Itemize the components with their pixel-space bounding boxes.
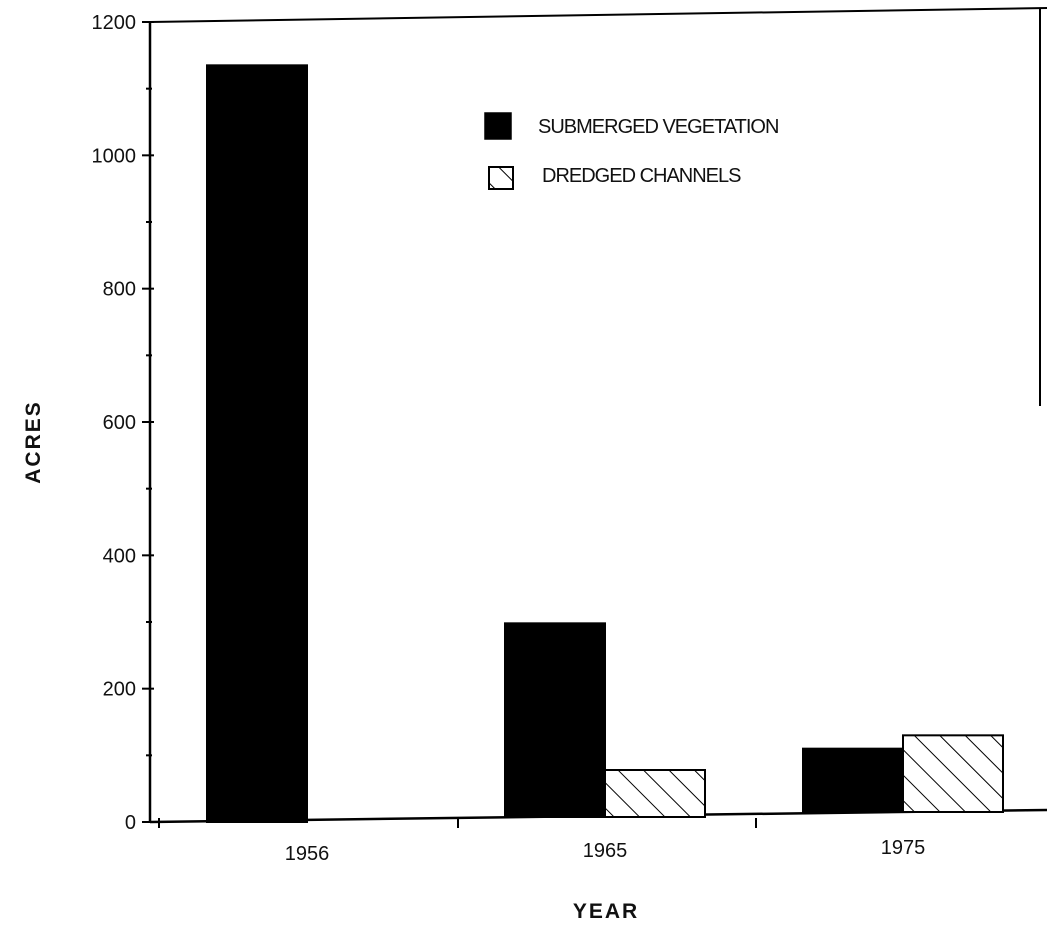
x-tick-label-1965: 1965 xyxy=(583,840,628,862)
y-tick-label-600: 600 xyxy=(103,412,136,434)
y-axis-title: ACRES xyxy=(22,400,45,484)
y-tick-label-400: 400 xyxy=(103,545,136,567)
y-tick-label-200: 200 xyxy=(103,679,136,701)
bar-dredged-channels-1965 xyxy=(604,769,706,818)
legend-swatch-dredged-channels xyxy=(488,166,514,190)
bars-group xyxy=(206,64,1004,824)
x-axis-ticks: 1956 1965 1975 xyxy=(158,818,926,865)
x-axis-title: YEAR xyxy=(573,900,639,923)
bar-submerged-vegetation-1975 xyxy=(802,747,904,814)
bar-submerged-vegetation-1965 xyxy=(504,622,606,818)
frame-top xyxy=(149,7,1047,23)
bar-submerged-vegetation-1956 xyxy=(206,64,308,824)
y-tick-label-800: 800 xyxy=(103,279,136,301)
legend: SUBMERGED VEGETATION DREDGED CHANNELS xyxy=(484,112,779,190)
x-tick-label-1975: 1975 xyxy=(881,837,926,859)
legend-swatch-submerged-vegetation xyxy=(484,112,512,140)
legend-label-submerged-vegetation: SUBMERGED VEGETATION xyxy=(538,116,778,138)
bar-dredged-channels-1975 xyxy=(902,734,1004,813)
y-tick-label-1200: 1200 xyxy=(92,12,137,34)
y-tick-label-0: 0 xyxy=(125,812,136,834)
y-axis-ticks: 0 200 400 600 800 1000 1200 xyxy=(92,12,154,834)
legend-label-dredged-channels: DREDGED CHANNELS xyxy=(542,165,741,187)
x-tick-label-1956: 1956 xyxy=(285,843,330,865)
y-tick-label-1000: 1000 xyxy=(92,145,137,167)
